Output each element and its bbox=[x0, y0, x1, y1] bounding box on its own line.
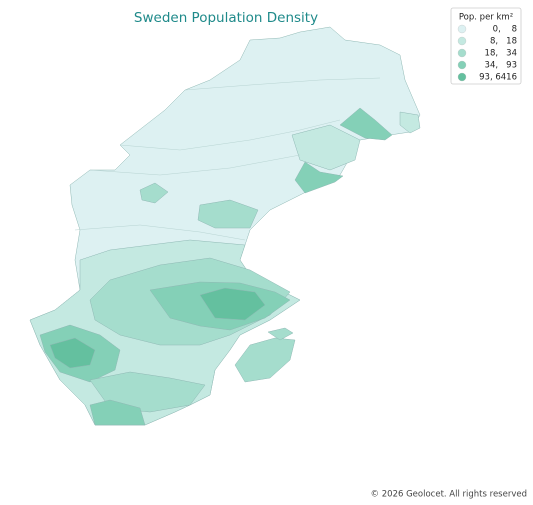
region bbox=[291, 124, 361, 171]
map-title: Sweden Population Density bbox=[134, 10, 318, 26]
legend-box bbox=[450, 7, 522, 85]
region bbox=[89, 399, 146, 426]
legend-marker bbox=[457, 72, 467, 82]
border-line bbox=[119, 119, 341, 151]
region bbox=[139, 182, 169, 204]
region bbox=[267, 327, 294, 341]
legend-marker bbox=[457, 48, 467, 58]
region bbox=[49, 337, 96, 369]
copyright: © 2026 Geolocet. All rights reserved bbox=[371, 490, 527, 500]
border-line bbox=[74, 224, 246, 241]
region bbox=[197, 199, 259, 229]
legend: Pop. per km² 0, 8 8, 18 18, 34 34, 93 93, 64… bbox=[450, 7, 522, 85]
border-line bbox=[184, 77, 381, 91]
sweden-map bbox=[29, 26, 421, 426]
legend-label: 18, 34 bbox=[485, 49, 517, 59]
region bbox=[199, 287, 266, 321]
region bbox=[294, 161, 344, 194]
legend-label: 93, 6416 bbox=[479, 73, 517, 83]
legend-label: 0, 8 bbox=[493, 25, 517, 35]
legend-title: Pop. per km² bbox=[459, 13, 513, 23]
border-line bbox=[89, 154, 301, 176]
region bbox=[339, 107, 393, 141]
legend-marker bbox=[457, 36, 467, 46]
legend-marker bbox=[457, 24, 467, 34]
legend-marker bbox=[457, 60, 467, 70]
region bbox=[399, 111, 421, 134]
legend-label: 34, 93 bbox=[485, 61, 517, 71]
region bbox=[234, 337, 296, 383]
legend-label: 8, 18 bbox=[490, 37, 517, 47]
